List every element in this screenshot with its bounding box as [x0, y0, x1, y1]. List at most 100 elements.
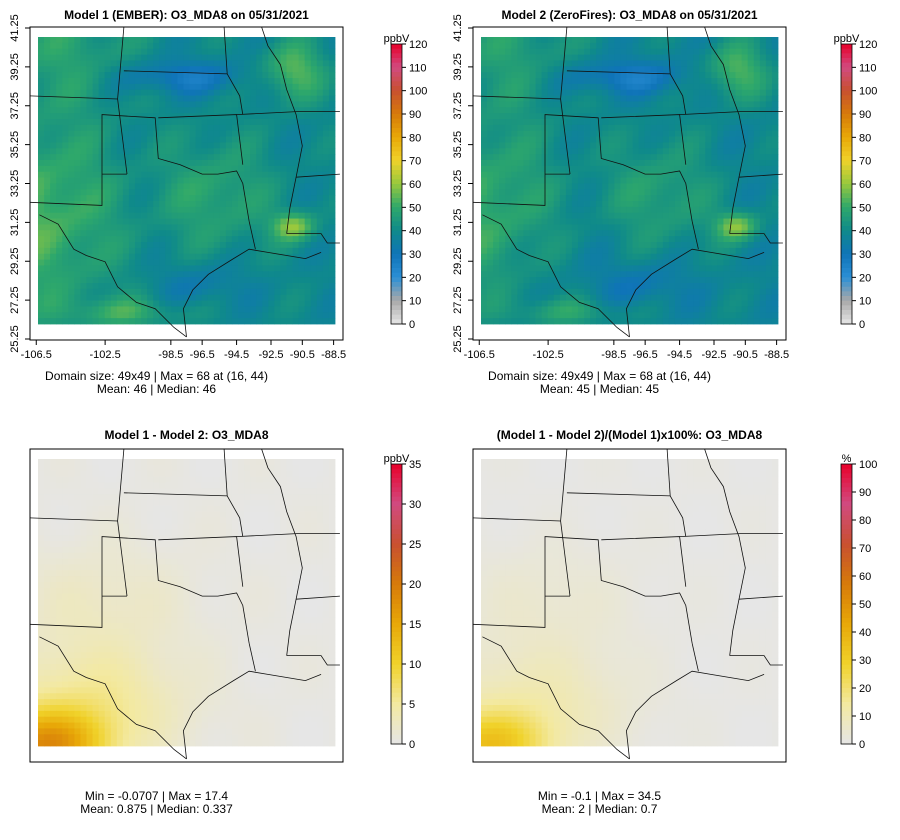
heatmap-cell — [213, 66, 221, 73]
heatmap-cell — [165, 48, 172, 55]
heatmap-cell — [134, 107, 142, 114]
heatmap-cell — [608, 253, 615, 260]
heatmap-cell — [493, 148, 500, 155]
heatmap-cell — [183, 195, 190, 202]
heatmap-cell — [553, 259, 561, 266]
heatmap-cell — [590, 142, 597, 149]
heatmap-cell — [523, 312, 530, 319]
heatmap-cell — [128, 119, 136, 126]
heatmap-cell — [711, 212, 718, 219]
heatmap-cell — [711, 78, 718, 85]
heatmap-cell — [44, 242, 51, 249]
heatmap-cell — [165, 101, 172, 108]
heatmap-cell — [268, 83, 275, 91]
heatmap-cell — [759, 148, 767, 155]
heatmap-cell — [304, 107, 312, 114]
heatmap-cell — [68, 183, 75, 190]
heatmap-cell — [559, 130, 567, 137]
heatmap-cell — [499, 265, 506, 272]
heatmap-cell — [213, 218, 221, 225]
heatmap-cell — [765, 230, 773, 237]
heatmap-cell — [213, 201, 221, 208]
heatmap-cell — [104, 42, 112, 50]
heatmap-cell — [668, 42, 676, 50]
heatmap-cell — [687, 48, 694, 55]
heatmap-cell — [44, 142, 51, 149]
heatmap-cell — [171, 247, 178, 255]
heatmap-cell — [189, 242, 196, 249]
state-boundary — [236, 111, 340, 115]
heatmap-cell — [656, 160, 664, 167]
heatmap-cell — [183, 89, 190, 96]
heatmap-cell — [620, 142, 627, 149]
heatmap-cell — [577, 318, 585, 325]
heatmap-cell — [310, 195, 318, 202]
heatmap-cell — [620, 101, 627, 108]
heatmap-cell — [92, 42, 100, 50]
heatmap-cell — [759, 171, 767, 178]
heatmap-cell — [644, 195, 652, 202]
heatmap-cell — [56, 136, 63, 143]
heatmap-cell — [141, 142, 148, 149]
heatmap-cell — [244, 253, 251, 260]
heatmap-cell — [523, 306, 530, 313]
colorbar-segment — [391, 286, 402, 292]
heatmap-cell — [590, 183, 597, 190]
heatmap-cell — [620, 66, 627, 73]
heatmap-cell — [292, 130, 300, 137]
heatmap-cell — [729, 48, 736, 55]
heatmap-cell — [38, 42, 45, 50]
heatmap-cell — [741, 306, 749, 313]
heatmap-cell — [517, 189, 524, 196]
heatmap-cell — [559, 201, 567, 208]
heatmap-cell — [584, 312, 591, 319]
heatmap-cell — [705, 189, 712, 196]
heatmap-cell — [74, 66, 81, 73]
heatmap-cell — [741, 72, 749, 79]
heatmap-cell — [250, 224, 257, 231]
heatmap-cell — [699, 148, 706, 155]
heatmap-cell — [668, 66, 676, 73]
heatmap-cell — [298, 130, 306, 137]
heatmap-cell — [596, 242, 603, 249]
heatmap-cell — [638, 95, 646, 102]
heatmap-cell — [632, 259, 639, 266]
heatmap-cell — [250, 136, 257, 143]
heatmap-cell — [626, 48, 633, 55]
heatmap-cell — [705, 247, 712, 255]
heatmap-cell — [644, 253, 652, 260]
heatmap-cell — [298, 312, 306, 319]
heatmap-cell — [134, 54, 142, 61]
heatmap-cell — [626, 124, 633, 132]
heatmap-cell — [86, 48, 93, 55]
heatmap-cell — [674, 95, 682, 102]
heatmap-cell — [584, 171, 591, 178]
heatmap-cell — [753, 113, 761, 120]
heatmap-cell — [62, 107, 69, 114]
heatmap-cell — [656, 212, 664, 219]
heatmap-cell — [141, 247, 148, 255]
x-tick-label: -106.5 — [21, 349, 52, 361]
heatmap-cell — [44, 183, 51, 190]
heatmap-cell — [310, 201, 318, 208]
heatmap-cell — [596, 294, 603, 301]
heatmap-cell — [219, 271, 227, 278]
heatmap-cell — [565, 42, 573, 50]
heatmap-cell — [134, 265, 142, 272]
heatmap-cell — [571, 271, 579, 278]
heatmap-cell — [699, 277, 706, 284]
heatmap-cell — [316, 165, 324, 173]
heatmap-cell — [650, 195, 658, 202]
heatmap-cell — [541, 253, 549, 260]
heatmap-cell — [759, 306, 767, 313]
heatmap-cell — [213, 95, 221, 102]
heatmap-cell — [322, 142, 330, 149]
heatmap-cell — [584, 160, 591, 167]
heatmap-cell — [584, 294, 591, 301]
heatmap-cell — [656, 72, 664, 79]
heatmap-cell — [177, 224, 184, 231]
heatmap-cell — [741, 136, 749, 143]
heatmap-cell — [110, 142, 118, 149]
heatmap-cell — [189, 318, 196, 325]
heatmap-cell — [487, 107, 494, 114]
